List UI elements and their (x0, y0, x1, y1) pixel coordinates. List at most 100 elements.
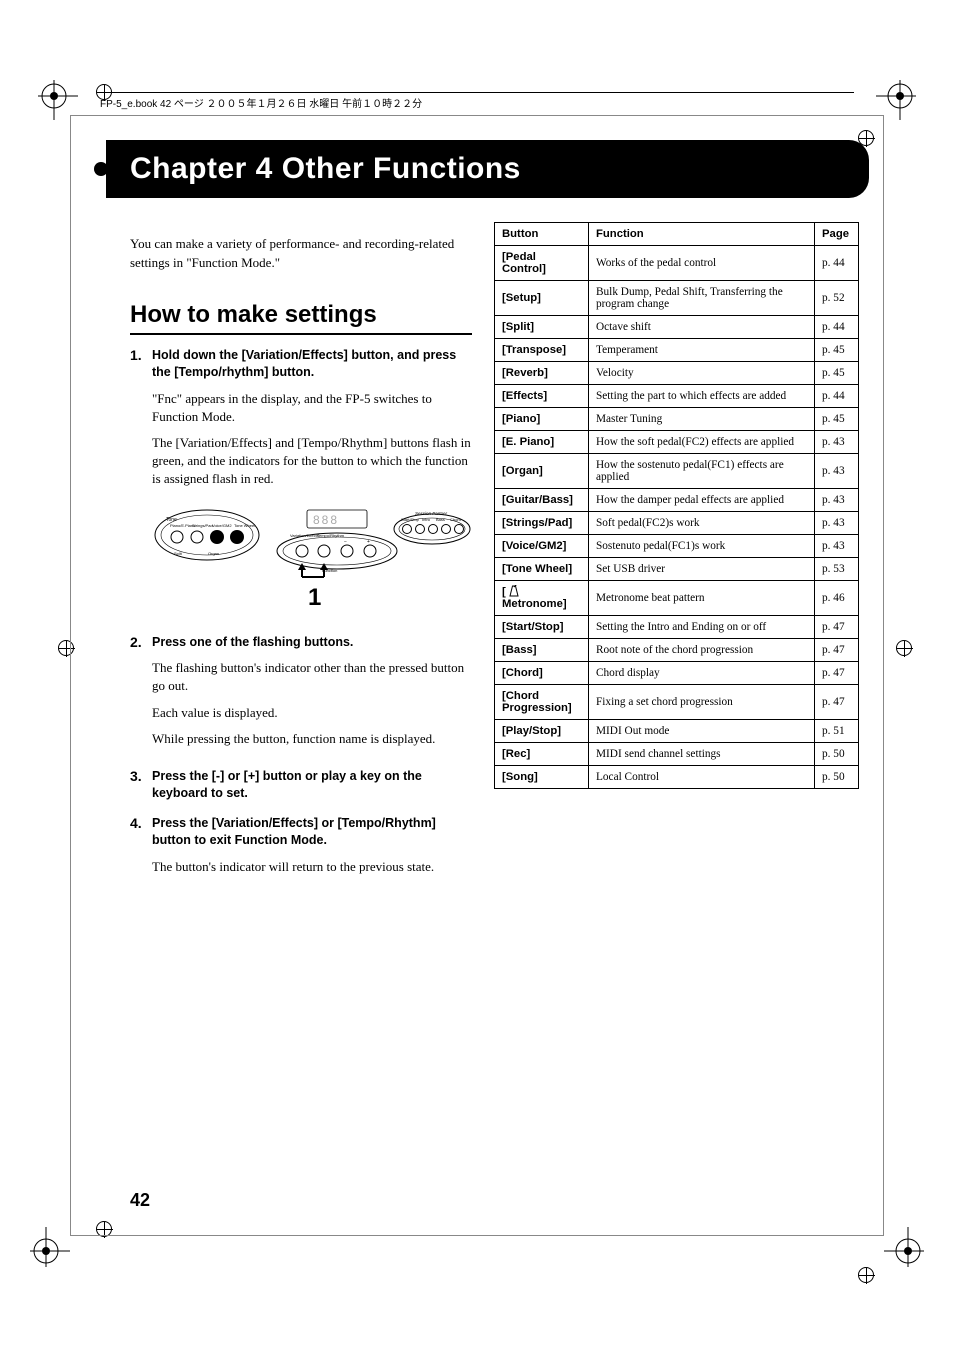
cell-page: p. 44 (815, 316, 859, 339)
table-row: [Voice/GM2]Sostenuto pedal(FC1)s workp. … (495, 535, 859, 558)
cell-button: [Reverb] (495, 362, 589, 385)
cell-function: How the damper pedal effects are applied (589, 489, 815, 512)
cell-function: Setting the Intro and Ending on or off (589, 616, 815, 639)
step-para: The flashing button's indicator other th… (152, 659, 472, 695)
cell-function: Works of the pedal control (589, 246, 815, 281)
step-number: 1. (130, 347, 152, 497)
cell-function: Bulk Dump, Pedal Shift, Transferring the… (589, 281, 815, 316)
svg-text:Split: Split (174, 551, 183, 556)
table-row: [Chord]Chord displayp. 47 (495, 662, 859, 685)
cell-button: [Rec] (495, 743, 589, 766)
step-para: The [Variation/Effects] and [Tempo/Rhyth… (152, 434, 472, 489)
table-row: [Split]Octave shiftp. 44 (495, 316, 859, 339)
panel-diagram: Tone Piano/E.Piano Strings/Pad Voice/GM2… (152, 507, 472, 622)
table-row: [Tone Wheel]Set USB driverp. 53 (495, 558, 859, 581)
svg-text:Intro: Intro (422, 517, 431, 522)
cell-page: p. 47 (815, 616, 859, 639)
svg-text:−: − (344, 539, 347, 545)
cell-button: [Tone Wheel] (495, 558, 589, 581)
cell-button: [Song] (495, 766, 589, 789)
cell-function: How the sostenuto pedal(FC1) effects are… (589, 454, 815, 489)
cell-page: p. 43 (815, 454, 859, 489)
table-row: [Effects]Setting the part to which effec… (495, 385, 859, 408)
table-row: [Setup]Bulk Dump, Pedal Shift, Transferr… (495, 281, 859, 316)
table-row: [Guitar/Bass]How the damper pedal effect… (495, 489, 859, 512)
table-row: [Piano]Master Tuningp. 45 (495, 408, 859, 431)
table-row: [Play/Stop]MIDI Out modep. 51 (495, 720, 859, 743)
right-column: Button Function Page [Pedal Control]Work… (494, 222, 859, 890)
step-1: 1. Hold down the [Variation/Effects] but… (130, 347, 472, 497)
cell-function: Sostenuto pedal(FC1)s work (589, 535, 815, 558)
cell-function: Root note of the chord progression (589, 639, 815, 662)
table-row: [Pedal Control]Works of the pedal contro… (495, 246, 859, 281)
cell-function: Set USB driver (589, 558, 815, 581)
svg-text:Organ: Organ (208, 551, 219, 556)
step-para: While pressing the button, function name… (152, 730, 472, 748)
intro-text: You can make a variety of performance- a… (130, 235, 472, 273)
cell-function: Setting the part to which effects are ad… (589, 385, 815, 408)
cell-function: Temperament (589, 339, 815, 362)
svg-text:Tempo/Rhythm: Tempo/Rhythm (317, 533, 345, 538)
cell-function: MIDI send channel settings (589, 743, 815, 766)
cell-page: p. 44 (815, 385, 859, 408)
cell-page: p. 43 (815, 535, 859, 558)
step-para: "Fnc" appears in the display, and the FP… (152, 390, 472, 426)
cell-function: Velocity (589, 362, 815, 385)
svg-text:Strings/Pad: Strings/Pad (192, 523, 213, 528)
table-header-row: Button Function Page (495, 223, 859, 246)
cell-page: p. 52 (815, 281, 859, 316)
page-number: 42 (130, 1190, 150, 1211)
chapter-title-banner: Chapter 4 Other Functions (106, 140, 869, 198)
cell-page: p. 44 (815, 246, 859, 281)
cell-page: p. 47 (815, 639, 859, 662)
step-lead: Hold down the [Variation/Effects] button… (152, 347, 472, 382)
cell-page: p. 47 (815, 685, 859, 720)
table-row: [Strings/Pad]Soft pedal(FC2)s workp. 43 (495, 512, 859, 535)
step-lead: Press the [-] or [+] button or play a ke… (152, 768, 472, 803)
svg-text:Variation/Effects: Variation/Effects (290, 533, 319, 538)
table-row: [E. Piano]How the soft pedal(FC2) effect… (495, 431, 859, 454)
svg-text:Start/Stop: Start/Stop (401, 517, 420, 522)
cell-button: [Pedal Control] (495, 246, 589, 281)
cell-button: [Transpose] (495, 339, 589, 362)
cell-page: p. 46 (815, 581, 859, 616)
cell-button: [Play/Stop] (495, 720, 589, 743)
figure-callout-1: 1 (308, 584, 321, 611)
table-row: [Organ]How the sostenuto pedal(FC1) effe… (495, 454, 859, 489)
metronome-icon (509, 585, 519, 597)
crop-mark-bl (30, 1227, 70, 1271)
svg-text:+: + (367, 539, 370, 545)
cell-function: Metronome beat pattern (589, 581, 815, 616)
step-4: 4. Press the [Variation/Effects] or [Tem… (130, 815, 472, 884)
step-lead: Press the [Variation/Effects] or [Tempo/… (152, 815, 472, 850)
table-row: [Chord Progression]Fixing a set chord pr… (495, 685, 859, 720)
running-header: FP-5_e.book 42 ページ ２００５年１月２６日 水曜日 午前１０時２… (100, 92, 854, 110)
col-page: Page (815, 223, 859, 246)
section-heading: How to make settings (130, 301, 472, 335)
cell-page: p. 43 (815, 431, 859, 454)
svg-text:Bass: Bass (436, 517, 445, 522)
cell-function: Fixing a set chord progression (589, 685, 815, 720)
left-column: You can make a variety of performance- a… (130, 222, 472, 890)
cell-page: p. 50 (815, 743, 859, 766)
cell-button: [Split] (495, 316, 589, 339)
table-row: [ Metronome]Metronome beat patternp. 46 (495, 581, 859, 616)
step-number: 3. (130, 768, 152, 803)
svg-text:Chord: Chord (450, 517, 461, 522)
cell-page: p. 53 (815, 558, 859, 581)
step-para: Each value is displayed. (152, 704, 472, 722)
cell-page: p. 51 (815, 720, 859, 743)
cell-button: [ Metronome] (495, 581, 589, 616)
function-table: Button Function Page [Pedal Control]Work… (494, 222, 859, 789)
cell-button: [Guitar/Bass] (495, 489, 589, 512)
table-row: [Bass]Root note of the chord progression… (495, 639, 859, 662)
cell-button: [Chord Progression] (495, 685, 589, 720)
table-row: [Rec]MIDI send channel settingsp. 50 (495, 743, 859, 766)
step-3: 3. Press the [-] or [+] button or play a… (130, 768, 472, 803)
cell-button: [Effects] (495, 385, 589, 408)
cell-button: [Bass] (495, 639, 589, 662)
step-lead: Press one of the flashing buttons. (152, 634, 472, 652)
table-row: [Song]Local Controlp. 50 (495, 766, 859, 789)
cell-button: [Chord] (495, 662, 589, 685)
cell-button: [Voice/GM2] (495, 535, 589, 558)
